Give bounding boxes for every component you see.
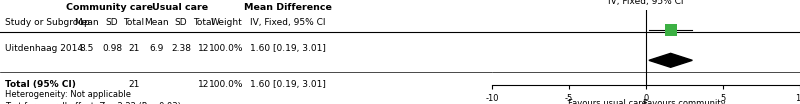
Text: 6.9: 6.9	[150, 44, 164, 53]
Text: IV, Fixed, 95% CI: IV, Fixed, 95% CI	[250, 18, 326, 27]
Text: Community care: Community care	[66, 3, 154, 12]
Text: 21: 21	[128, 44, 139, 53]
Text: Mean Difference: Mean Difference	[244, 3, 332, 12]
Text: 12: 12	[198, 44, 209, 53]
Text: SD: SD	[174, 18, 187, 27]
Text: Usual care: Usual care	[152, 3, 208, 12]
Text: Mean: Mean	[74, 18, 98, 27]
Text: 2.38: 2.38	[171, 44, 191, 53]
Text: 12: 12	[198, 80, 209, 89]
Text: IV, Fixed, 95% CI: IV, Fixed, 95% CI	[608, 0, 684, 6]
Text: Weight: Weight	[210, 18, 242, 27]
Text: Study or Subgroup: Study or Subgroup	[5, 18, 90, 27]
Text: 100.0%: 100.0%	[209, 80, 243, 89]
Text: Total: Total	[193, 18, 214, 27]
Text: 100.0%: 100.0%	[209, 44, 243, 53]
Text: Heterogeneity: Not applicable: Heterogeneity: Not applicable	[5, 90, 131, 99]
Text: Favours community: Favours community	[643, 99, 726, 104]
Text: SD: SD	[106, 18, 118, 27]
Text: 8.5: 8.5	[79, 44, 94, 53]
Polygon shape	[649, 53, 692, 67]
Text: Total: Total	[123, 18, 144, 27]
Text: Test for overall effect: Z = 2.22 (P = 0.03): Test for overall effect: Z = 2.22 (P = 0…	[5, 102, 181, 104]
Text: 1.60 [0.19, 3.01]: 1.60 [0.19, 3.01]	[250, 80, 326, 89]
Text: 21: 21	[128, 80, 139, 89]
Text: 1.60 [0.19, 3.01]: 1.60 [0.19, 3.01]	[250, 44, 326, 53]
Text: 0.98: 0.98	[102, 44, 122, 53]
Text: Mean: Mean	[144, 18, 169, 27]
Text: Favours usual care: Favours usual care	[568, 99, 647, 104]
Point	[664, 30, 677, 31]
Text: Total (95% CI): Total (95% CI)	[5, 80, 76, 89]
Text: Uitdenhaag 2014: Uitdenhaag 2014	[5, 44, 83, 53]
